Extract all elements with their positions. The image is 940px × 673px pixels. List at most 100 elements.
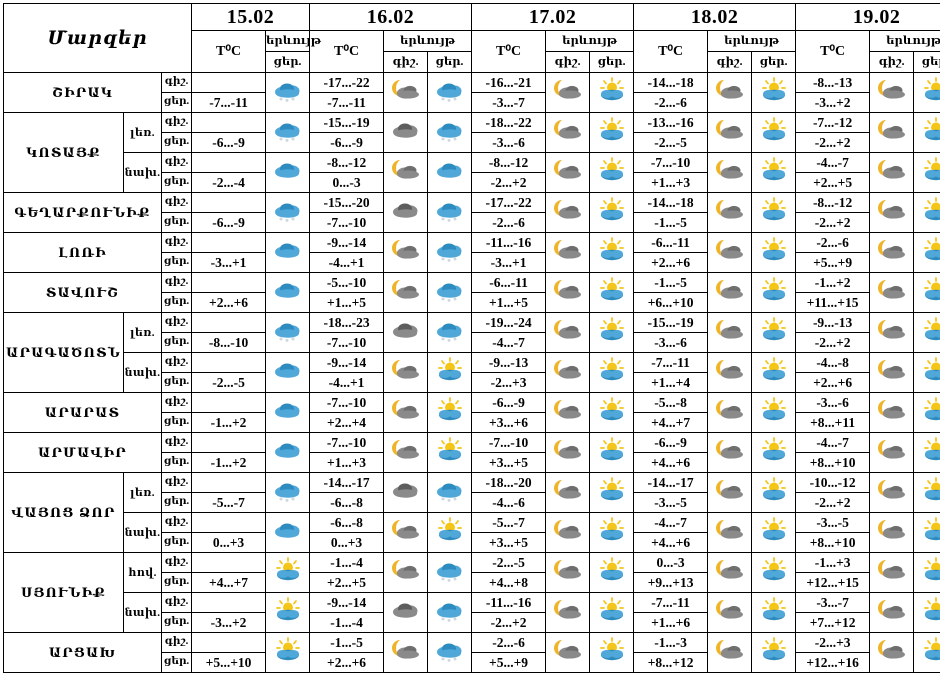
snow-cloud-icon — [266, 117, 309, 148]
day-weather-icon-cell — [590, 513, 634, 553]
day-weather-icon-cell — [266, 233, 310, 273]
moon-cloud-icon — [870, 237, 913, 268]
day-weather-icon-cell — [428, 233, 472, 273]
night-weather-icon-cell — [708, 513, 752, 553]
moon-cloud-icon — [384, 397, 427, 428]
date-header-18-02: 18.02 — [634, 4, 796, 31]
day-temp: +4...+6 — [634, 533, 708, 553]
sun-cloud-icon — [914, 517, 940, 548]
night-row-label: գիշ. — [162, 513, 192, 533]
night-temp — [192, 273, 266, 293]
day-weather-icon-cell — [428, 593, 472, 633]
night-row-label: գիշ. — [162, 353, 192, 373]
moon-cloud-icon — [708, 437, 751, 468]
day-temp: -8...-10 — [192, 333, 266, 353]
moon-cloud-icon — [546, 397, 589, 428]
night-temp: -1...-4 — [310, 553, 384, 573]
night-temp: -11...-16 — [472, 593, 546, 613]
moon-cloud-icon — [708, 277, 751, 308]
moon-cloud-icon — [384, 157, 427, 188]
night-temp — [192, 153, 266, 173]
day-weather-icon-cell — [590, 393, 634, 433]
day-temp: +2...+5 — [796, 173, 870, 193]
day-weather-icon-cell — [590, 113, 634, 153]
moon-cloud-icon — [384, 437, 427, 468]
night-weather-icon-cell — [870, 393, 914, 433]
table-row: նախ.գիշ.-9...-14-11...-16-7...-11-3...-7… — [4, 593, 940, 613]
day-temp: +5...+10 — [192, 653, 266, 673]
night-temp: -3...-7 — [796, 593, 870, 613]
snow-cloud-icon — [428, 117, 471, 148]
day-weather-icon-cell — [914, 633, 940, 673]
night-temp: -15...-19 — [634, 313, 708, 333]
night-weather-icon-cell — [384, 513, 428, 553]
day-row-label: ցեր. — [162, 533, 192, 553]
night-row-label: գիշ. — [162, 473, 192, 493]
night-row-label: գիշ. — [162, 153, 192, 173]
day-weather-icon-cell — [266, 113, 310, 153]
moon-cloud-icon — [546, 277, 589, 308]
phenomenon-header: երևույթ — [546, 31, 634, 52]
sun-cloud-icon — [590, 557, 633, 588]
day-weather-icon-cell — [752, 113, 796, 153]
night-temp: -18...-22 — [472, 113, 546, 133]
night-row-label: գիշ. — [162, 233, 192, 253]
day-subheader: ցեր. — [590, 52, 634, 73]
night-temp: -6...-11 — [472, 273, 546, 293]
day-temp: +5...+9 — [796, 253, 870, 273]
moon-cloud-icon — [708, 517, 751, 548]
moon-cloud-icon — [708, 197, 751, 228]
night-weather-icon-cell — [384, 273, 428, 313]
sun-cloud-icon — [914, 437, 940, 468]
day-temp: 0...+3 — [310, 533, 384, 553]
moon-cloud-icon — [870, 77, 913, 108]
sun-cloud-icon — [590, 157, 633, 188]
night-weather-icon-cell — [708, 393, 752, 433]
blue-cloud-icon — [266, 277, 309, 308]
day-temp: -6...-9 — [310, 133, 384, 153]
day-weather-icon-cell — [590, 73, 634, 113]
day-temp: +4...+8 — [472, 573, 546, 593]
day-weather-icon-cell — [590, 553, 634, 593]
night-weather-icon-cell — [546, 473, 590, 513]
snow-cloud-icon — [428, 77, 471, 108]
day-weather-icon-cell — [914, 593, 940, 633]
sun-cloud-icon — [590, 397, 633, 428]
night-temp: -2...+3 — [796, 633, 870, 653]
night-temp: -9...-14 — [310, 353, 384, 373]
day-weather-icon-cell — [752, 73, 796, 113]
day-weather-icon-cell — [590, 193, 634, 233]
date-header-15-02: 15.02 — [192, 4, 310, 31]
day-row-label: ցեր. — [162, 453, 192, 473]
date-header-19-02: 19.02 — [796, 4, 940, 31]
snow-cloud-icon — [428, 277, 471, 308]
sun-cloud-icon — [914, 117, 940, 148]
day-temp: -2...+3 — [472, 373, 546, 393]
gray-cloud-icon — [384, 597, 427, 628]
day-temp: -3...+2 — [192, 613, 266, 633]
sun-cloud-icon — [752, 597, 795, 628]
night-temp: -15...-20 — [310, 193, 384, 213]
snow-cloud-icon — [266, 197, 309, 228]
night-weather-icon-cell — [870, 153, 914, 193]
region-name: ԿՈՏԱՅՔ — [4, 113, 124, 193]
moon-cloud-icon — [708, 477, 751, 508]
day-temp: +2...+6 — [634, 253, 708, 273]
night-weather-icon-cell — [546, 433, 590, 473]
night-weather-icon-cell — [708, 633, 752, 673]
night-weather-icon-cell — [546, 113, 590, 153]
day-weather-icon-cell — [752, 393, 796, 433]
day-weather-icon-cell — [266, 353, 310, 393]
night-row-label: գիշ. — [162, 633, 192, 653]
day-weather-icon-cell — [428, 633, 472, 673]
night-weather-icon-cell — [546, 233, 590, 273]
day-weather-icon-cell — [428, 553, 472, 593]
day-weather-icon-cell — [266, 273, 310, 313]
day-row-label: ցեր. — [162, 573, 192, 593]
night-weather-icon-cell — [384, 153, 428, 193]
night-temp: -6...-9 — [634, 433, 708, 453]
temp-header: T⁰C — [634, 31, 708, 73]
moon-cloud-icon — [708, 157, 751, 188]
day-weather-icon-cell — [914, 393, 940, 433]
